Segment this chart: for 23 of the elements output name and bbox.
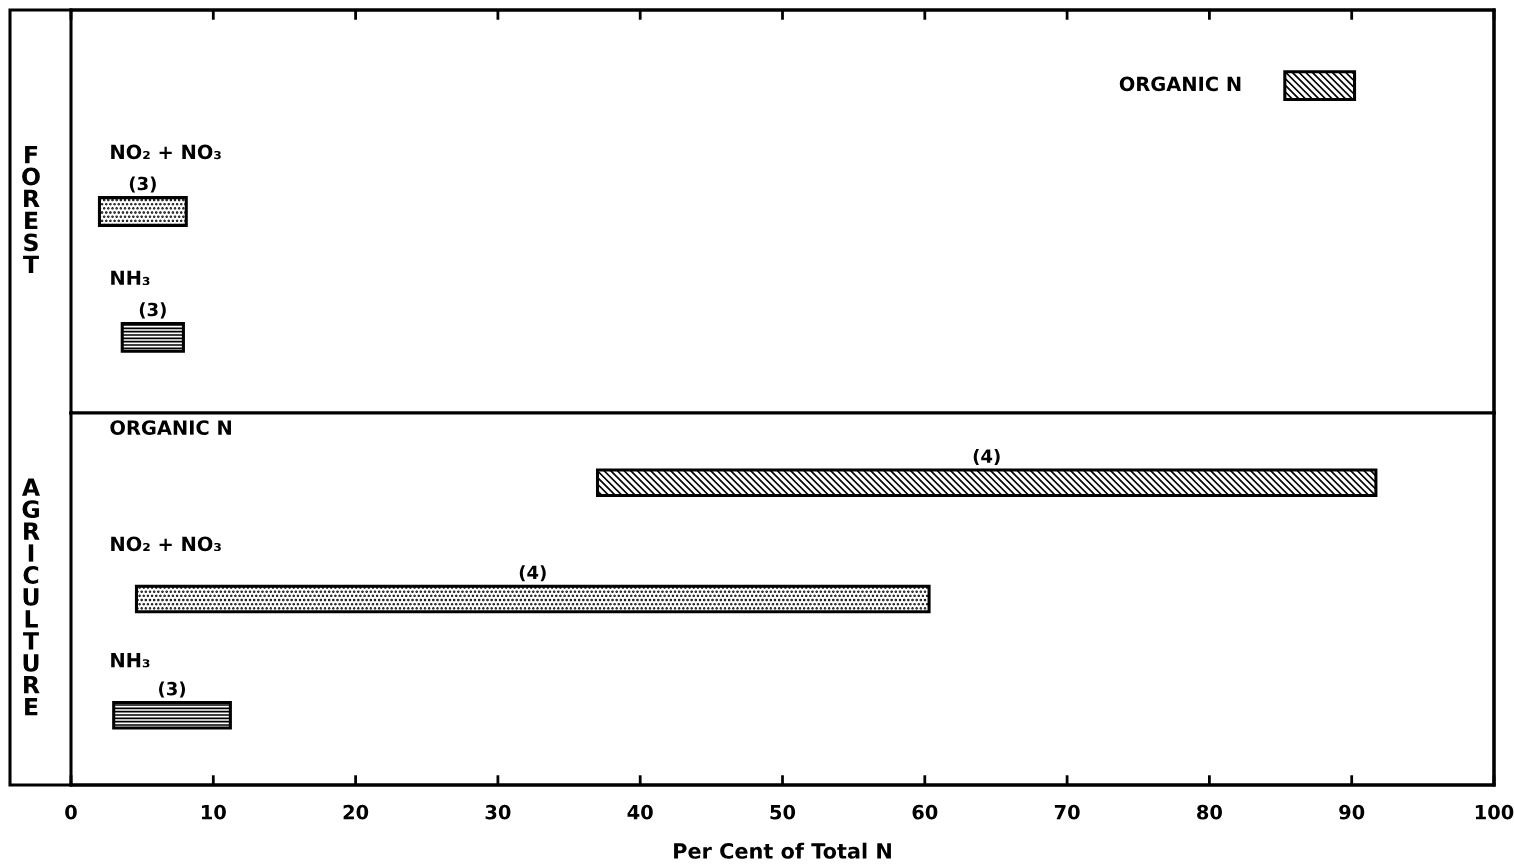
x-tick-label: 30 — [485, 804, 511, 820]
x-tick-label: 20 — [343, 804, 369, 820]
x-tick-label: 0 — [65, 804, 77, 820]
x-axis-title: Per Cent of Total N — [674, 842, 891, 859]
x-tick-label: 70 — [1054, 804, 1080, 820]
x-tick-label: 100 — [1475, 804, 1514, 820]
annotation: (3) — [139, 302, 166, 319]
annotation: (3) — [129, 176, 156, 193]
y-tick-label: NH₃ — [111, 652, 150, 668]
x-tick-label: 80 — [1197, 804, 1222, 820]
annotation: (4) — [519, 565, 546, 582]
category-label: ORGANIC N — [1119, 76, 1241, 92]
x-tick-label: 90 — [1339, 804, 1365, 820]
annotation: (3) — [159, 681, 186, 698]
y-tick-label: ORGANIC N — [110, 420, 231, 435]
y-tick-label: NO₂ + NO₃ — [111, 536, 221, 552]
x-tick-label: 40 — [627, 804, 653, 820]
x-tick-label: 50 — [770, 804, 796, 820]
text: AGRICULTURE — [21, 478, 41, 716]
annotation: (4) — [973, 449, 1000, 466]
x-tick-label: 60 — [912, 804, 938, 820]
x-tick-label: 10 — [201, 804, 226, 820]
y-axis-title: FOREST — [22, 145, 40, 273]
